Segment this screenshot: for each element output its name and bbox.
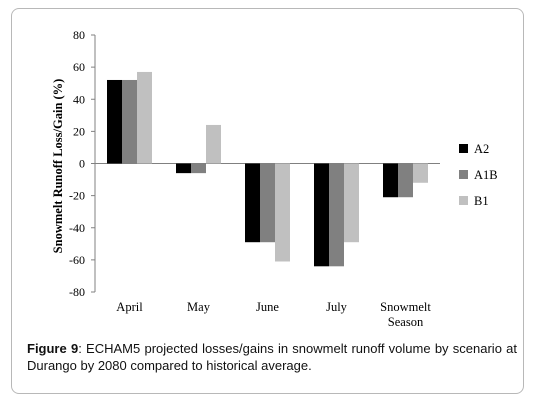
legend-swatch-a2: [459, 144, 468, 153]
legend-label-b1: B1: [474, 194, 489, 208]
bar-a2-snowmelt-season: [383, 163, 398, 198]
figure-caption: Figure 9: ECHAM5 projected losses/gains …: [27, 340, 517, 374]
bar-a1b-may: [191, 163, 206, 174]
bar-b1-april: [137, 71, 152, 164]
y-tick-label: 0: [79, 157, 85, 171]
bar-b1-snowmelt-season: [413, 163, 428, 183]
bar-chart: Snowmelt Runoff Loss/Gain (%) 80 60 40 20 0 -…: [51, 28, 498, 329]
y-tick-label: -20: [69, 189, 85, 203]
y-tick-label: -60: [69, 253, 85, 267]
caption-label: Figure 9: [27, 341, 79, 356]
y-axis-label: Snowmelt Runoff Loss/Gain (%): [51, 79, 65, 254]
x-tick-label-line: Snowmelt: [380, 300, 431, 314]
caption-text: : ECHAM5 projected losses/gains in snowm…: [27, 341, 517, 373]
bar-a2-june: [245, 163, 260, 243]
axes: 80 60 40 20 0 -20 -40 -60 -80: [69, 28, 440, 299]
bar-b1-may: [206, 124, 221, 164]
bar-b1-june: [275, 163, 290, 262]
bar-a2-may: [176, 163, 191, 174]
bar-a1b-snowmelt-season: [398, 163, 413, 198]
x-tick-label: April: [116, 300, 143, 314]
y-tick-label: -80: [69, 285, 85, 299]
legend-label-a2: A2: [474, 142, 489, 156]
x-tick-label-line: Season: [388, 315, 424, 329]
bar-a1b-june: [260, 163, 275, 243]
y-tick-label: 20: [73, 124, 85, 138]
bar-a2-april: [107, 79, 122, 164]
x-tick-labels: April May June July Snowmelt Season: [116, 300, 431, 329]
x-tick-label: June: [256, 300, 279, 314]
bar-a2-july: [314, 163, 329, 267]
legend-swatch-b1: [459, 196, 468, 205]
x-tick-label: July: [326, 300, 348, 314]
y-tick-label: 80: [73, 28, 85, 42]
bar-a1b-april: [122, 79, 137, 164]
x-tick-label: May: [187, 300, 211, 314]
x-tick-label: Snowmelt Season: [380, 300, 431, 329]
bar-a1b-july: [329, 163, 344, 267]
y-tick-label: 40: [73, 92, 85, 106]
bar-b1-july: [344, 163, 359, 243]
legend-swatch-a1b: [459, 170, 468, 179]
legend: A2 A1B B1: [459, 142, 498, 208]
bars: [107, 71, 428, 267]
y-tick-label: -40: [69, 221, 85, 235]
y-tick-label: 60: [73, 60, 85, 74]
legend-label-a1b: A1B: [474, 168, 498, 182]
